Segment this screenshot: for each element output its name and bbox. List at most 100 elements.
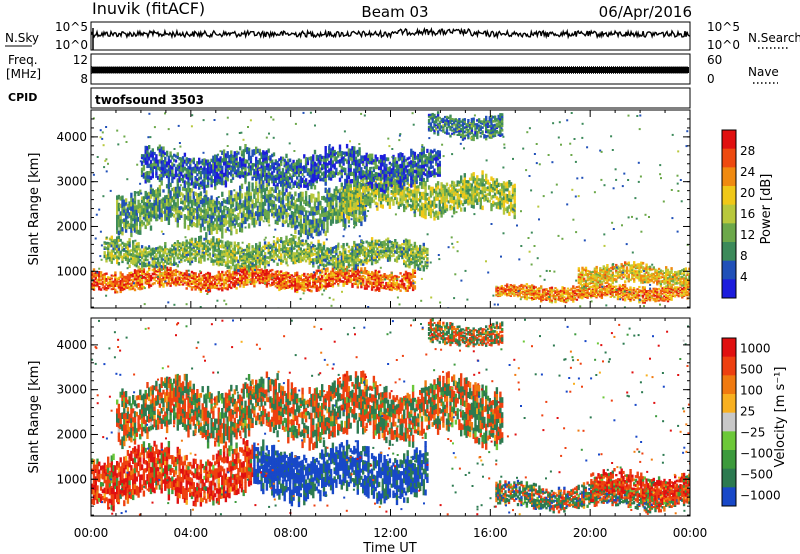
- heatmap-cell: [226, 277, 229, 281]
- heatmap-cell: [401, 284, 404, 287]
- heatmap-cell: [500, 290, 504, 293]
- heatmap-cell: [632, 293, 636, 296]
- heatmap-cell: [413, 285, 417, 288]
- heatmap-cell: [675, 288, 679, 291]
- heatmap-cell: [171, 244, 174, 248]
- heatmap-cell: [267, 282, 270, 285]
- heatmap-cell: [144, 279, 147, 281]
- heatmap-cell: [276, 196, 279, 202]
- heatmap-cell: [397, 257, 400, 260]
- heatmap-cell: [301, 191, 304, 197]
- heatmap-cell: [406, 250, 409, 254]
- heatmap-cell: [256, 254, 260, 257]
- heatmap-cell: [135, 281, 138, 284]
- heatmap-cell: [328, 261, 331, 264]
- heatmap-cell: [212, 250, 215, 255]
- heatmap-cell: [672, 287, 675, 290]
- heatmap-cell: [283, 255, 286, 259]
- heatmap-cell: [342, 262, 345, 267]
- heatmap-cell: [308, 195, 311, 200]
- heatmap-cell: [315, 269, 318, 273]
- heatmap-cell: [288, 274, 292, 277]
- heatmap-cell: [602, 287, 605, 289]
- heatmap-cell: [165, 262, 169, 265]
- heatmap-cell: [194, 279, 197, 282]
- heatmap-cell: [108, 276, 112, 279]
- heatmap-cell: [677, 287, 680, 290]
- heatmap-cell: [523, 294, 527, 297]
- heatmap-cell: [173, 186, 176, 191]
- heatmap-cell: [328, 283, 331, 286]
- heatmap-cell: [638, 285, 641, 289]
- heatmap-cell: [206, 214, 210, 218]
- heatmap-cell: [169, 194, 172, 199]
- heatmap-cell: [242, 281, 245, 284]
- heatmap-cell: [520, 290, 523, 293]
- heatmap-cell: [598, 291, 602, 294]
- heatmap-cell: [187, 275, 190, 278]
- heatmap-cell: [684, 288, 687, 291]
- heatmap-cell: [529, 291, 532, 294]
- heatmap-cell: [408, 247, 411, 252]
- heatmap-cell: [137, 244, 140, 248]
- heatmap-cell: [388, 278, 392, 282]
- heatmap-cell: [620, 287, 623, 290]
- heatmap-cell: [169, 282, 172, 285]
- heatmap-cell: [242, 252, 245, 255]
- heatmap-cell: [237, 265, 240, 269]
- heatmap-cell: [321, 206, 324, 211]
- heatmap-cell: [228, 190, 231, 196]
- heatmap-cell: [406, 255, 409, 260]
- heatmap-cell: [135, 279, 138, 283]
- heatmap-cell: [144, 282, 147, 285]
- heatmap-cell: [374, 258, 377, 262]
- heatmap-cell: [272, 206, 276, 210]
- heatmap-cell: [507, 286, 511, 288]
- heatmap-cell: [203, 283, 206, 286]
- heatmap-cell: [133, 213, 137, 219]
- heatmap-cell: [345, 282, 349, 285]
- heatmap-cell: [566, 287, 570, 290]
- heatmap-cell: [130, 271, 133, 274]
- heatmap-cell: [107, 281, 110, 284]
- heatmap-cell: [424, 264, 427, 268]
- heatmap-cell: [559, 296, 562, 298]
- heatmap-cell: [255, 251, 258, 255]
- heatmap-cell: [329, 206, 333, 210]
- heatmap-cell: [609, 286, 612, 289]
- heatmap-cell: [146, 262, 149, 265]
- heatmap-cell: [331, 279, 335, 282]
- heatmap-cell: [281, 199, 285, 204]
- heatmap-cell: [173, 193, 176, 197]
- heatmap-cell: [251, 278, 254, 281]
- heatmap-cell: [246, 197, 249, 203]
- heatmap-cell: [171, 278, 174, 280]
- heatmap-cell: [287, 243, 290, 247]
- heatmap-cell: [116, 258, 119, 262]
- heatmap-cell: [230, 255, 233, 259]
- heatmap-cell: [230, 258, 233, 262]
- heatmap-cell: [239, 267, 242, 271]
- heatmap-cell: [511, 290, 514, 292]
- heatmap-cell: [210, 275, 213, 278]
- heatmap-cell: [140, 270, 144, 273]
- heatmap-cell: [682, 295, 686, 297]
- heatmap-cell: [103, 254, 106, 257]
- heatmap-cell: [94, 273, 97, 276]
- heatmap-cell: [262, 262, 265, 266]
- heatmap-cell: [670, 297, 673, 300]
- heatmap-cell: [313, 275, 317, 278]
- heatmap-cell: [360, 250, 363, 255]
- heatmap-cell: [280, 287, 283, 290]
- heatmap-cell: [128, 279, 131, 282]
- heatmap-cell: [110, 249, 113, 253]
- heatmap-cell: [326, 284, 329, 288]
- heatmap-cell: [169, 182, 172, 188]
- heatmap-cell: [256, 249, 260, 253]
- heatmap-cell: [648, 297, 652, 300]
- heatmap-cell: [110, 285, 113, 288]
- heatmap-cell: [557, 297, 561, 299]
- heatmap-cell: [123, 244, 126, 247]
- heatmap-cell: [666, 291, 670, 294]
- heatmap-cell: [237, 268, 240, 272]
